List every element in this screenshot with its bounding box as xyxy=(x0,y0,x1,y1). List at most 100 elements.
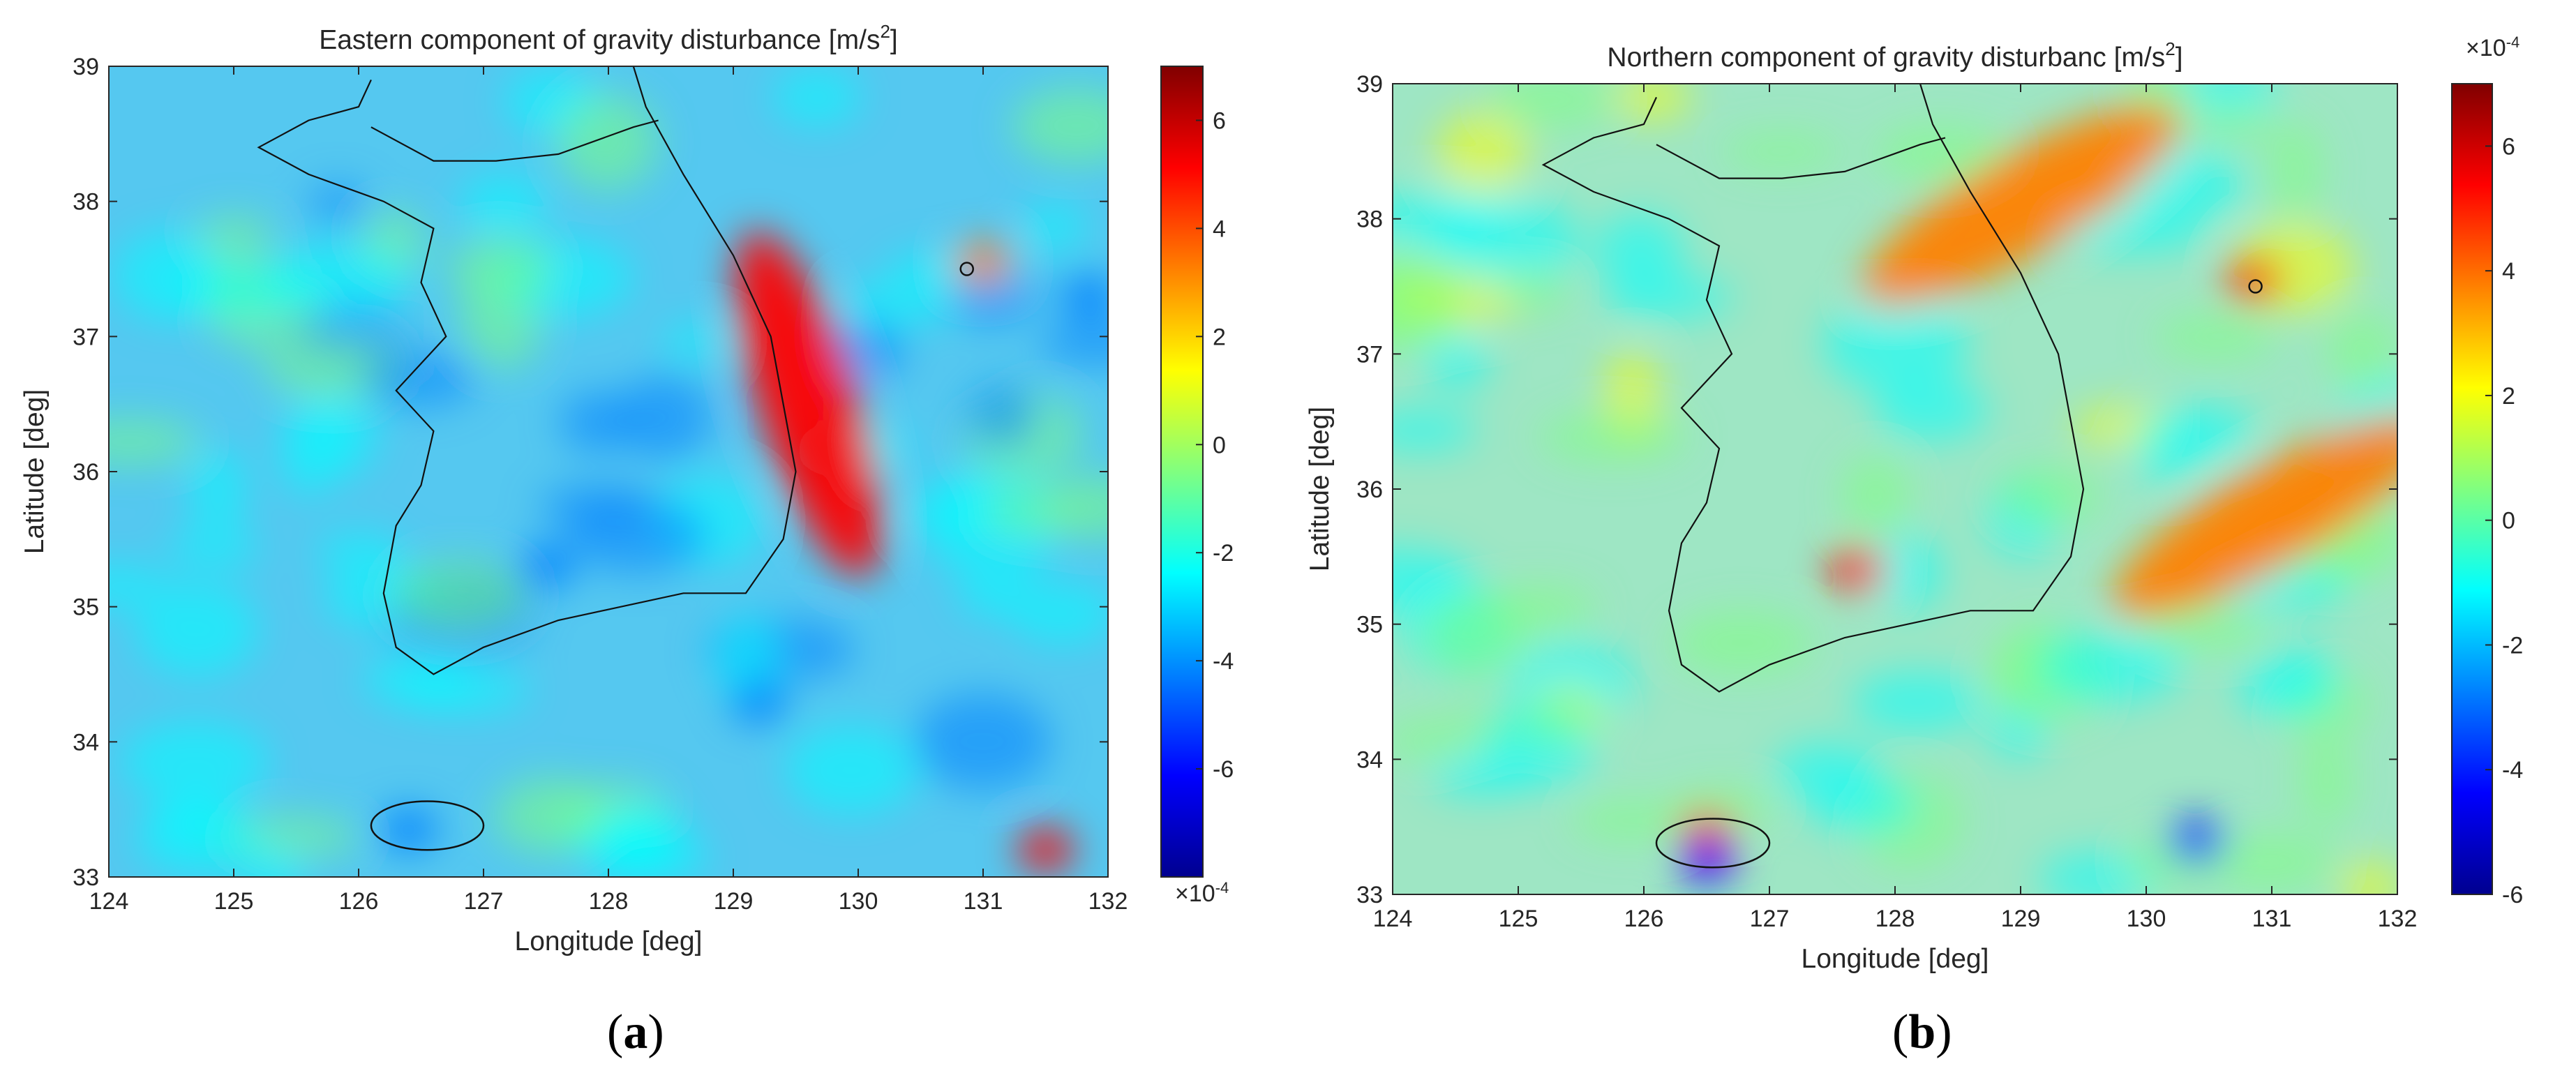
field-texture xyxy=(109,564,165,606)
y-tick-label: 38 xyxy=(73,189,99,216)
chart-title: Eastern component of gravity disturbance… xyxy=(319,21,898,55)
anomaly-feature-6 xyxy=(380,809,437,851)
field-texture xyxy=(2170,84,2279,113)
colorbar-tick-label: 4 xyxy=(2502,258,2515,285)
x-tick-label: 127 xyxy=(1750,906,1790,932)
field-texture xyxy=(1996,465,2102,526)
anomaly-feature-5 xyxy=(1017,829,1074,871)
field-texture xyxy=(136,582,258,677)
field-texture xyxy=(613,802,684,867)
y-tick-label: 33 xyxy=(73,864,99,891)
field-texture xyxy=(241,846,306,877)
field-texture xyxy=(109,419,200,464)
field-texture xyxy=(913,692,1051,790)
y-tick-label: 37 xyxy=(73,324,99,350)
x-tick-label: 124 xyxy=(1373,906,1413,932)
field-texture xyxy=(1393,410,1477,451)
field-texture xyxy=(966,383,1038,449)
x-tick-label: 125 xyxy=(214,888,254,915)
field-texture xyxy=(280,401,338,497)
field-texture xyxy=(1431,195,1581,286)
colorbar-tick-label: 4 xyxy=(1213,216,1226,242)
y-tick-label: 35 xyxy=(1356,612,1383,638)
field-texture xyxy=(308,183,368,224)
field-texture xyxy=(1721,133,1842,170)
x-tick-label: 128 xyxy=(589,888,629,915)
colorbar-tick-label: -4 xyxy=(1213,648,1234,675)
anomaly-feature-0 xyxy=(1862,105,2180,306)
colorbar-tick-label: 2 xyxy=(1213,324,1226,350)
panel-a: 124 125 126 127 128 129 130 131 132 33 34 35 36 37 38 3… xyxy=(20,21,1234,1059)
field-texture xyxy=(1570,800,1689,841)
anomaly-feature-1 xyxy=(955,241,1011,283)
jeju-outline xyxy=(1655,818,1771,869)
x-tick-label: 124 xyxy=(89,888,129,915)
border-line xyxy=(1656,137,1946,179)
y-axis-label: Latitude [deg] xyxy=(1305,407,1335,571)
heatmap-field xyxy=(1393,84,2397,894)
y-tick-label: 34 xyxy=(73,729,99,756)
x-tick-label: 128 xyxy=(1875,906,1915,932)
field-texture xyxy=(2035,631,2184,704)
field-texture xyxy=(1594,213,1685,290)
field-texture xyxy=(1422,591,1529,678)
field-texture xyxy=(537,484,654,526)
field-texture xyxy=(2059,216,2203,255)
y-axis-label: Latitude [deg] xyxy=(20,389,50,554)
colorbar-tick-label: 2 xyxy=(2502,383,2515,410)
x-tick-label: 125 xyxy=(1499,906,1538,932)
panel-b: 124 125 126 127 128 129 130 131 132 33 34 35 36 37 38 3… xyxy=(1288,0,2576,1073)
field-texture xyxy=(1393,547,1472,610)
colorbar-exponent: ×10-4 xyxy=(2466,33,2519,61)
field-texture xyxy=(2154,313,2276,361)
field-texture xyxy=(559,391,639,454)
y-tick-label: 35 xyxy=(73,594,99,621)
x-tick-label: 126 xyxy=(1624,906,1664,932)
field-texture xyxy=(662,323,728,359)
field-texture xyxy=(1851,670,1984,733)
x-tick-label: 129 xyxy=(2001,906,2041,932)
field-texture xyxy=(1435,111,1530,196)
x-axis-label: Longitude [deg] xyxy=(515,926,703,956)
field-texture xyxy=(828,316,906,380)
field-texture xyxy=(189,448,246,531)
field-texture xyxy=(1538,412,1689,463)
field-texture xyxy=(359,349,477,407)
field-texture xyxy=(447,237,553,300)
field-texture xyxy=(2266,121,2323,219)
field-texture xyxy=(2131,606,2270,653)
chart-a: 124 125 126 127 128 129 130 131 132 33 34 35 36 37 38 3… xyxy=(20,21,1234,956)
y-tick-label: 39 xyxy=(73,54,99,80)
field-texture xyxy=(786,726,917,815)
field-texture xyxy=(1615,84,1691,121)
field-texture xyxy=(166,530,261,567)
ulleungdo-outline xyxy=(2248,279,2263,294)
field-texture xyxy=(1038,320,1108,366)
y-tick-label: 33 xyxy=(1356,882,1383,908)
field-texture xyxy=(1875,377,1989,442)
coastline xyxy=(1541,84,2085,693)
colorbar-exponent: ×10-4 xyxy=(1175,879,1229,907)
field-texture xyxy=(617,373,712,461)
field-texture xyxy=(1483,705,1597,788)
anomaly-feature-2 xyxy=(1061,275,1108,317)
y-tick-label: 34 xyxy=(1356,746,1383,773)
x-tick-label: 131 xyxy=(964,888,1003,915)
field-texture xyxy=(2298,737,2355,827)
field-texture xyxy=(123,721,269,804)
chart-b: 124 125 126 127 128 129 130 131 132 33 34 35 36 37 38 3… xyxy=(1305,33,2523,974)
field-texture xyxy=(1671,610,1813,676)
colorbar-tick-label: 0 xyxy=(2502,508,2515,534)
field-texture xyxy=(1021,202,1086,250)
field-texture xyxy=(1490,84,1617,130)
colorbar-tick-label: -4 xyxy=(2502,757,2523,783)
field-texture xyxy=(392,559,528,633)
x-tick-label: 131 xyxy=(2252,906,2292,932)
anomaly-feature-0 xyxy=(735,230,881,578)
colorbar-tick-label: 6 xyxy=(1213,107,1226,134)
colorbar-tick-label: 0 xyxy=(1213,432,1226,458)
colorbar xyxy=(2451,83,2493,895)
anomaly-feature-4 xyxy=(1679,839,1735,882)
field-texture xyxy=(1425,331,1491,391)
field-texture xyxy=(1874,124,2009,182)
